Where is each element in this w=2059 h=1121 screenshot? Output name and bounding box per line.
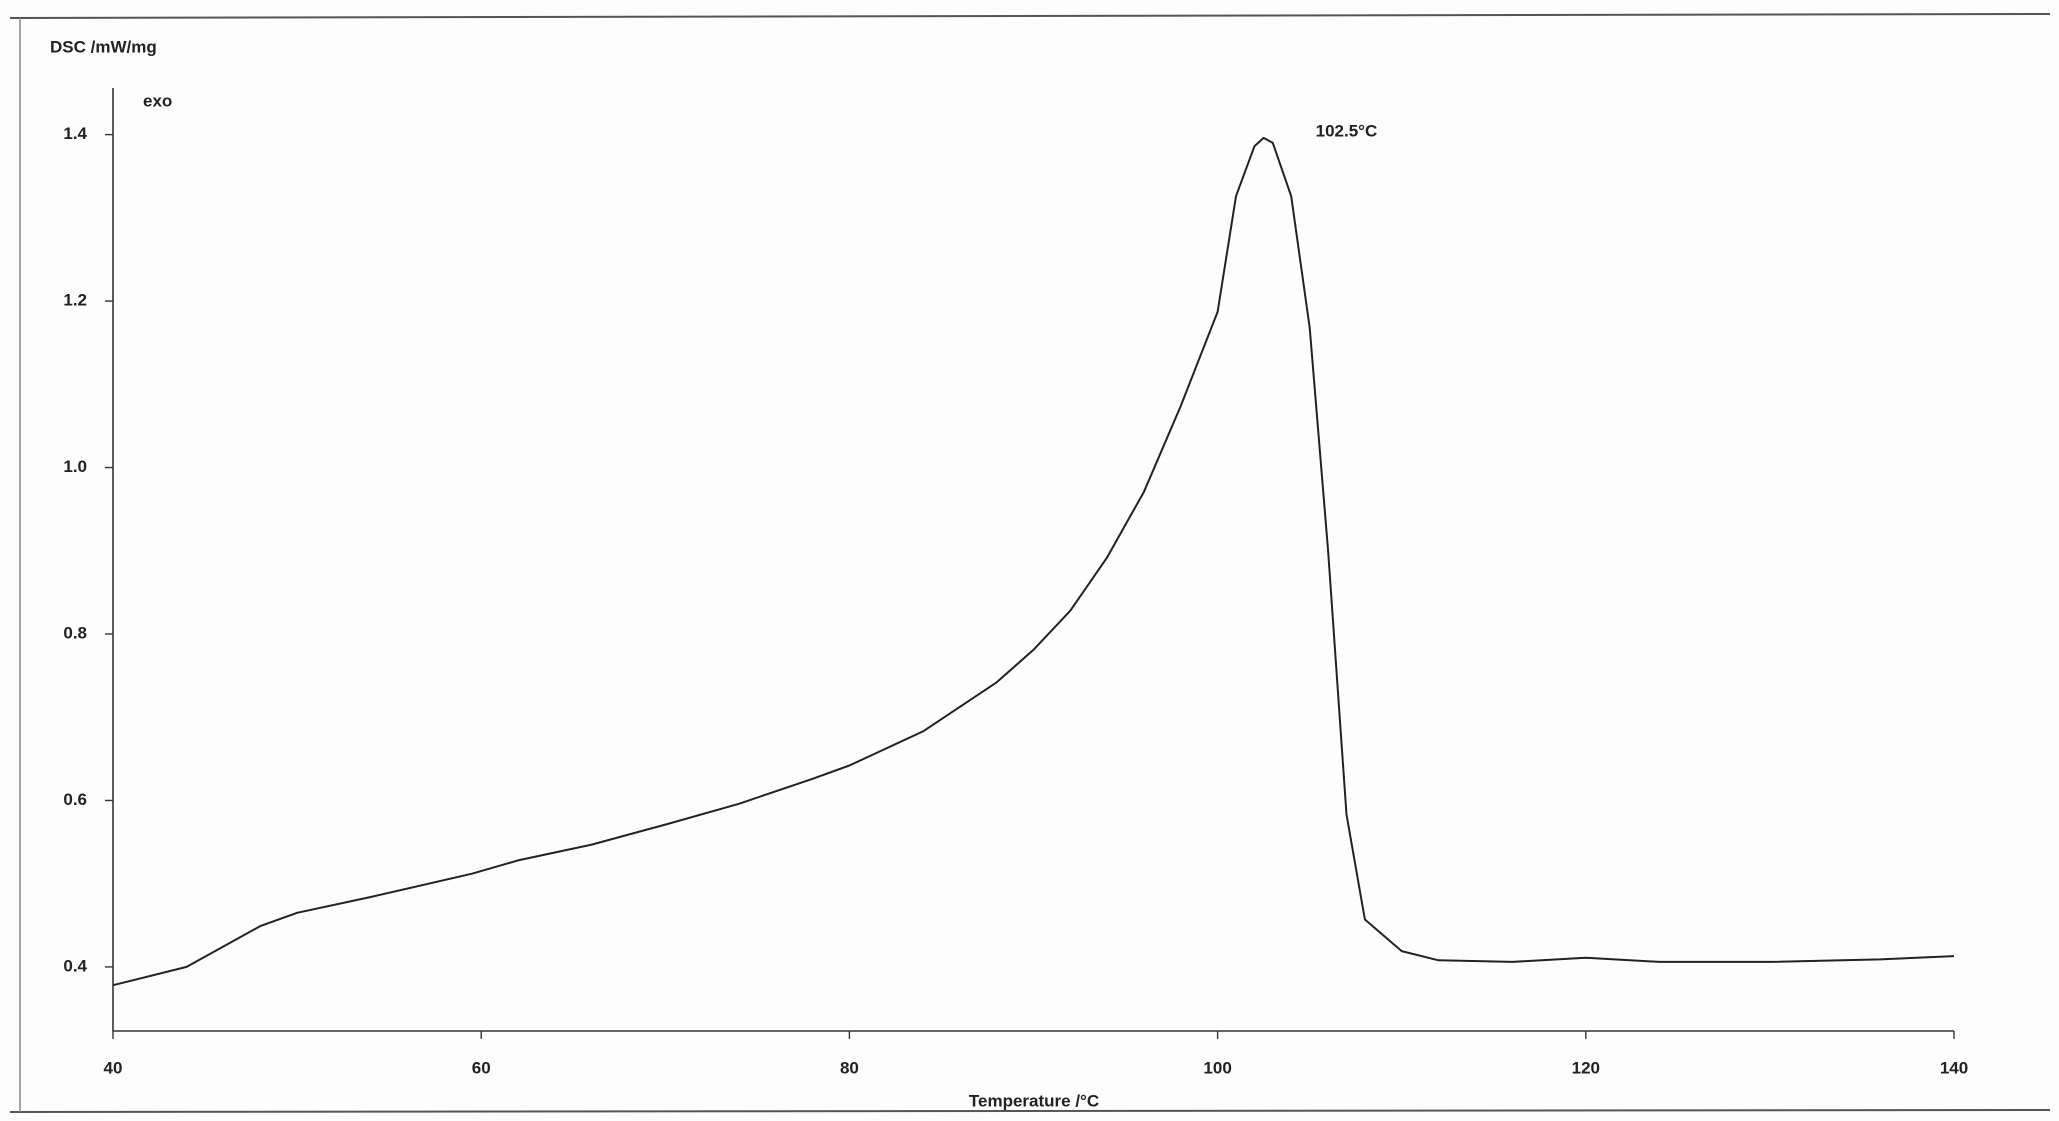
- y-tick-label: 1.0: [63, 457, 87, 476]
- x-tick-label: 80: [840, 1058, 859, 1077]
- y-tick-label: 1.4: [63, 124, 87, 143]
- y-tick-label: 1.2: [63, 291, 87, 310]
- x-tick-label: 60: [472, 1058, 491, 1077]
- y-axis-label: DSC /mW/mg: [50, 37, 157, 56]
- frame-top: [9, 13, 2051, 19]
- frame-bottom: [9, 1109, 2051, 1113]
- x-tick-label: 40: [104, 1058, 123, 1077]
- x-tick-label: 120: [1572, 1058, 1600, 1077]
- x-axis-label: Temperature /°C: [969, 1091, 1099, 1110]
- y-tick-label: 0.6: [63, 790, 87, 809]
- x-tick-label: 100: [1203, 1058, 1231, 1077]
- y-tick-label: 0.8: [63, 623, 87, 642]
- dsc-curve: [112, 136, 1955, 987]
- exo-label: exo: [143, 91, 172, 110]
- x-tick-label: 140: [1940, 1058, 1968, 1077]
- peak-annotation: 102.5°C: [1316, 121, 1378, 140]
- y-tick-label: 0.4: [63, 956, 87, 975]
